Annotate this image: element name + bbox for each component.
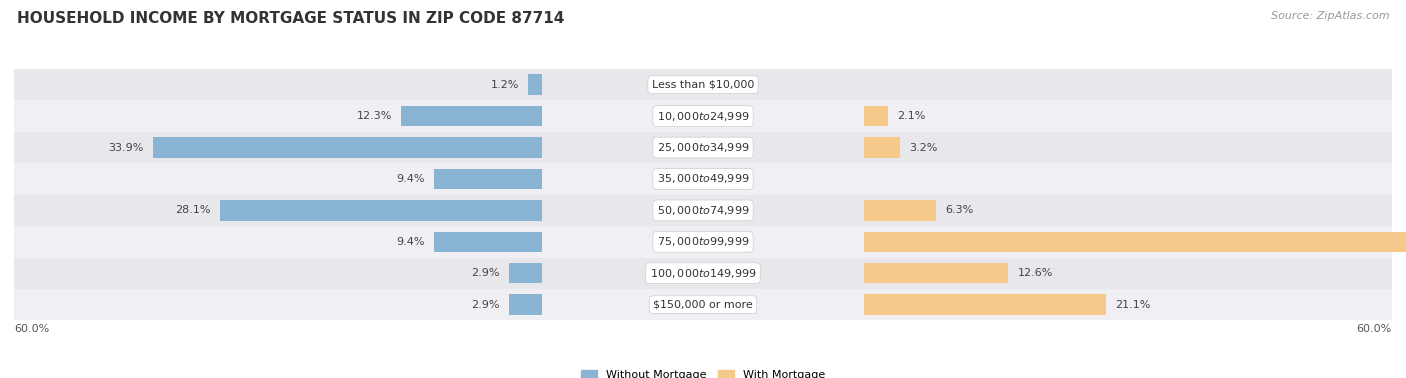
- Text: 3.2%: 3.2%: [910, 143, 938, 153]
- Bar: [863, 294, 1107, 315]
- Text: $50,000 to $74,999: $50,000 to $74,999: [657, 204, 749, 217]
- Text: 21.1%: 21.1%: [1115, 300, 1150, 310]
- Text: 60.0%: 60.0%: [1357, 324, 1392, 334]
- Text: Less than $10,000: Less than $10,000: [652, 80, 754, 90]
- Bar: [14, 132, 1392, 163]
- Text: 2.1%: 2.1%: [897, 111, 925, 121]
- Text: 1.2%: 1.2%: [491, 80, 519, 90]
- Bar: [434, 232, 543, 252]
- Text: 12.3%: 12.3%: [357, 111, 392, 121]
- Bar: [863, 106, 887, 126]
- Bar: [434, 169, 543, 189]
- Text: 60.0%: 60.0%: [14, 324, 49, 334]
- Legend: Without Mortgage, With Mortgage: Without Mortgage, With Mortgage: [576, 366, 830, 378]
- Text: 9.4%: 9.4%: [396, 237, 425, 247]
- Bar: [219, 200, 543, 221]
- Text: $10,000 to $24,999: $10,000 to $24,999: [657, 110, 749, 122]
- Text: 2.9%: 2.9%: [471, 268, 499, 278]
- Text: 28.1%: 28.1%: [174, 205, 211, 215]
- Text: HOUSEHOLD INCOME BY MORTGAGE STATUS IN ZIP CODE 87714: HOUSEHOLD INCOME BY MORTGAGE STATUS IN Z…: [17, 11, 564, 26]
- Text: 33.9%: 33.9%: [108, 143, 143, 153]
- Text: $35,000 to $49,999: $35,000 to $49,999: [657, 172, 749, 186]
- Bar: [529, 74, 543, 95]
- Text: $75,000 to $99,999: $75,000 to $99,999: [657, 235, 749, 248]
- Bar: [401, 106, 543, 126]
- Bar: [14, 69, 1392, 101]
- Bar: [14, 195, 1392, 226]
- Bar: [863, 263, 1008, 284]
- Bar: [863, 232, 1406, 252]
- Bar: [14, 101, 1392, 132]
- Text: 12.6%: 12.6%: [1018, 268, 1053, 278]
- Bar: [14, 163, 1392, 195]
- Text: Source: ZipAtlas.com: Source: ZipAtlas.com: [1271, 11, 1389, 21]
- Bar: [14, 289, 1392, 321]
- Bar: [14, 257, 1392, 289]
- Bar: [863, 137, 900, 158]
- Bar: [509, 263, 543, 284]
- Bar: [14, 226, 1392, 257]
- Text: $100,000 to $149,999: $100,000 to $149,999: [650, 267, 756, 280]
- Text: 6.3%: 6.3%: [945, 205, 973, 215]
- Text: 2.9%: 2.9%: [471, 300, 499, 310]
- Bar: [863, 200, 936, 221]
- Text: $25,000 to $34,999: $25,000 to $34,999: [657, 141, 749, 154]
- Bar: [153, 137, 543, 158]
- Text: $150,000 or more: $150,000 or more: [654, 300, 752, 310]
- Bar: [509, 294, 543, 315]
- Text: 9.4%: 9.4%: [396, 174, 425, 184]
